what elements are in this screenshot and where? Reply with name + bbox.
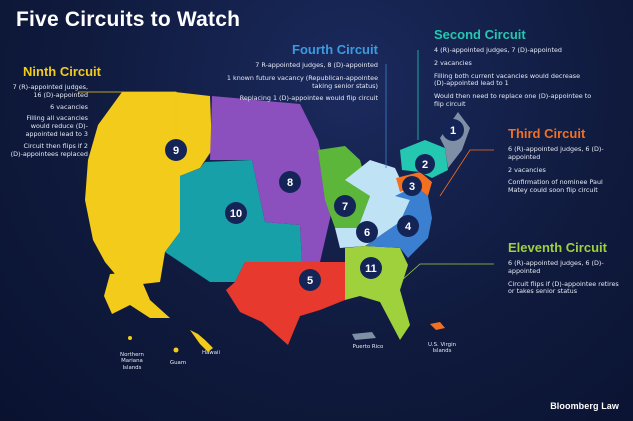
ninth-note-2: 6 vacancies [50,102,88,111]
fourth-circuit-notes: 7 R-appointed judges, 8 (D)-appointed 1 … [226,61,378,103]
third-note-1: 6 (R)-appointed judges, 6 (D)-appointed [508,145,604,161]
circuit-number-3: 3 [402,176,422,196]
puerto-rico-region [352,332,376,340]
northern-mariana-label: Northern Mariana Islands [120,352,144,371]
circuit-number-10-text: 10 [230,208,242,220]
circuit-number-2-text: 2 [422,159,428,171]
third-circuit-heading: Third Circuit [508,126,586,141]
third-leader-line [439,149,494,197]
circuit-number-8: 8 [279,171,301,193]
third-circuit-notes: 6 (R)-appointed judges, 6 (D)-appointed … [508,145,608,195]
virgin-islands-label: U.S. Virgin Islands [427,342,457,355]
fourth-note-1: 7 R-appointed judges, 8 (D)-appointed [255,61,378,69]
circuit-number-4-text: 4 [405,221,412,233]
fourth-circuit-heading: Fourth Circuit [292,42,378,57]
circuit-number-11-text: 11 [365,263,377,275]
guam-label: Guam [169,360,187,366]
second-circuit-notes: 4 (R)-appointed judges, 7 (D)-appointed … [434,46,594,109]
ninth-note-3: Filling all vacancies would reduce (D)-a… [25,114,88,138]
second-note-1: 4 (R)-appointed judges, 7 (D)-appointed [434,46,562,54]
puerto-rico-label: Puerto Rico [352,344,384,350]
ninth-note-4: Circuit then flips if 2 (D)-appointees r… [10,141,88,158]
ninth-circuit-notes: 7 (R)-appointed judges, 16 (D)-appointed… [10,83,88,158]
eleventh-circuit-heading: Eleventh Circuit [508,240,607,255]
circuit-number-1-text: 1 [450,125,456,137]
sixth-circuit-region [335,160,410,248]
circuit-number-9-text: 9 [173,145,179,157]
northern-mariana-region [128,336,132,340]
second-note-3: Filling both current vacancies would dec… [434,71,580,88]
second-circuit-heading: Second Circuit [434,27,526,42]
circuit-number-3-text: 3 [409,181,415,193]
page-title: Five Circuits to Watch [16,8,241,31]
eleventh-leader-line [401,263,494,281]
third-note-2: 2 vacancies [508,165,546,174]
fourth-circuit-region [365,186,432,258]
third-note-3: Confirmation of nominee Paul Matey could… [508,178,603,195]
seventh-circuit-region [318,146,370,228]
eleventh-note-1: 6 (R)-appointed judges, 6 (D)-appointed [508,259,604,275]
circuit-number-9: 9 [165,139,187,161]
circuit-number-10: 10 [225,202,247,224]
circuit-number-2: 2 [415,154,435,174]
ninth-leader-line [78,91,177,140]
circuit-number-4: 4 [397,215,419,237]
circuit-number-6: 6 [356,221,378,243]
hawaii-label: Hawaii [201,350,221,356]
circuit-number-5: 5 [299,269,321,291]
fourth-note-2: 1 known future vacancy (Republican-appoi… [226,73,378,90]
alaska-region [104,272,170,318]
circuit-number-7: 7 [334,195,356,217]
eleventh-note-2: Circuit flips if (D)-appointee retires o… [508,279,619,296]
fifth-circuit-region [226,262,345,345]
circuit-number-11: 11 [360,257,382,279]
guam-region [173,347,179,353]
circuit-number-7-text: 7 [342,201,348,213]
circuit-number-6-text: 6 [364,227,370,239]
second-note-2: 2 vacancies [434,58,472,67]
circuit-number-5-text: 5 [307,275,313,287]
circuit-number-8-text: 8 [287,177,293,189]
eighth-circuit-region [210,96,332,262]
ninth-note-1: 7 (R)-appointed judges, 16 (D)-appointed [12,83,88,99]
hawaii-region [190,330,213,352]
second-note-4: Would then need to replace one (D)-appoi… [434,92,592,108]
ninth-circuit-heading: Ninth Circuit [23,64,101,79]
brand-logo: Bloomberg Law [550,401,619,411]
circuit-number-1: 1 [442,119,464,141]
virgin-islands-region [430,322,445,330]
eleventh-circuit-notes: 6 (R)-appointed judges, 6 (D)-appointed … [508,259,624,296]
fourth-note-3: Replacing 1 (D)-appointee would flip cir… [239,94,378,103]
